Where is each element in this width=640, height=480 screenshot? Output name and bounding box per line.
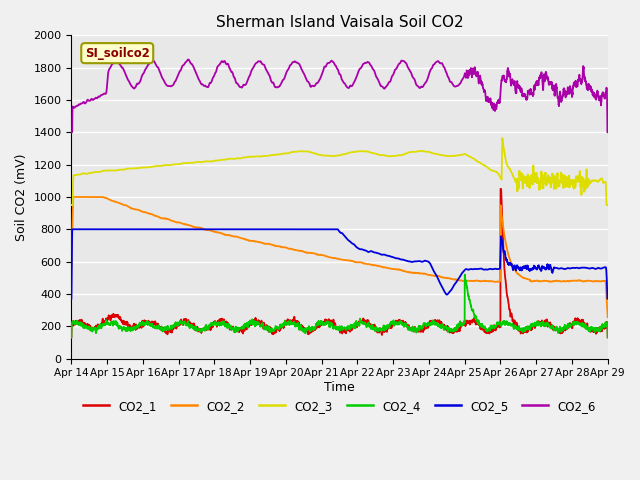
Title: Sherman Island Vaisala Soil CO2: Sherman Island Vaisala Soil CO2: [216, 15, 463, 30]
X-axis label: Time: Time: [324, 381, 355, 394]
Text: SI_soilco2: SI_soilco2: [85, 47, 150, 60]
Y-axis label: Soil CO2 (mV): Soil CO2 (mV): [15, 153, 28, 240]
Legend: CO2_1, CO2_2, CO2_3, CO2_4, CO2_5, CO2_6: CO2_1, CO2_2, CO2_3, CO2_4, CO2_5, CO2_6: [78, 395, 601, 417]
